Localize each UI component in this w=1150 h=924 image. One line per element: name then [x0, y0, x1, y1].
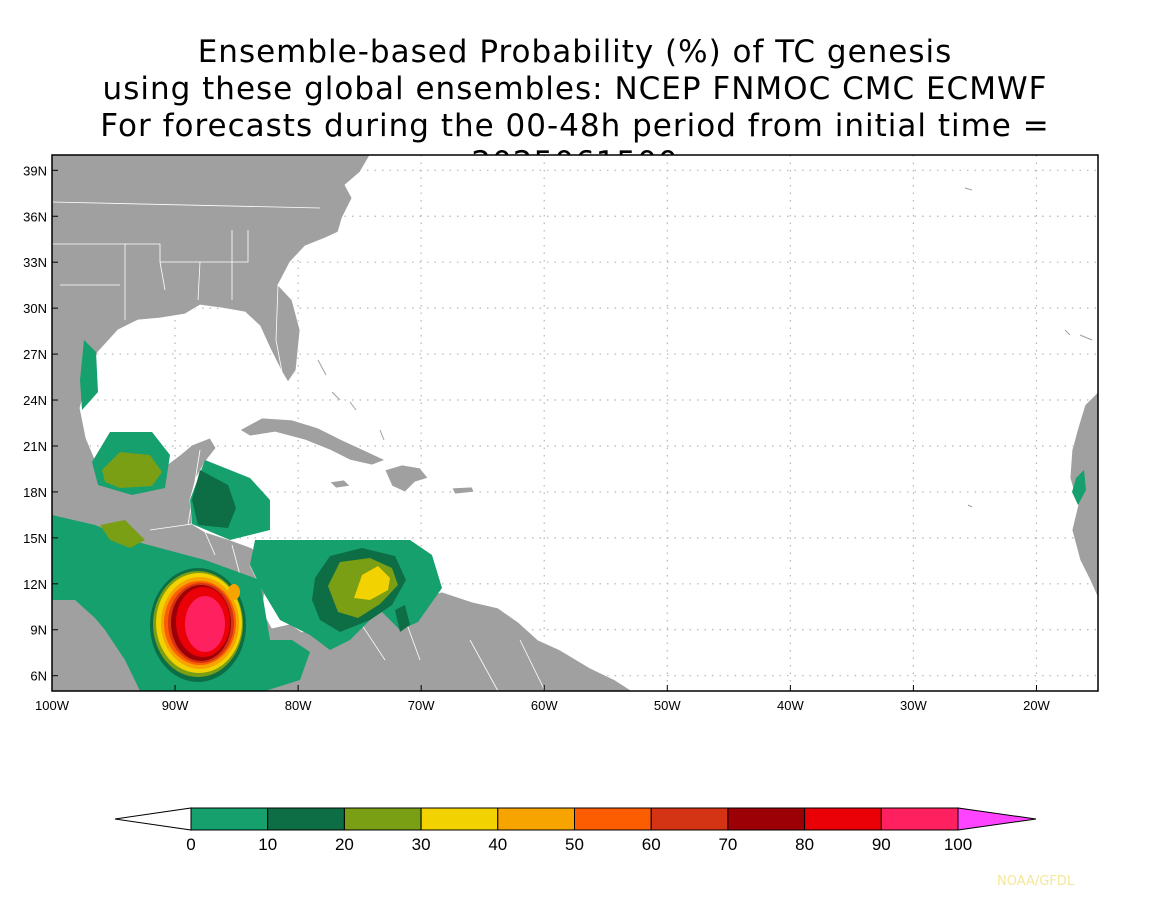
lat-tick-labels: 39N 36N 33N 30N 27N 24N 21N 18N 15N 12N 9N 6N [23, 163, 58, 684]
hispaniola [384, 464, 429, 493]
lon-tick-label: 40W [777, 698, 804, 713]
florida [275, 284, 301, 383]
lon-tick-label: 20W [1023, 698, 1050, 713]
credit-label: NOAA/GFDL [997, 874, 1075, 889]
lat-tick-label: 18N [23, 485, 47, 500]
lat-tick-label: 9N [30, 623, 47, 638]
puerto-rico [451, 486, 475, 495]
colorbar-label: 90 [872, 835, 891, 854]
land [52, 155, 1098, 691]
map-frame [51, 154, 1099, 692]
colorbar-segment [497, 807, 575, 831]
jamaica [329, 479, 351, 489]
lon-tick-label: 30W [900, 698, 927, 713]
probability-contours [52, 340, 1086, 691]
lon-tick-label: 60W [531, 698, 558, 713]
lat-tick-label: 39N [23, 163, 47, 178]
colorbar-segment [343, 807, 422, 831]
colorbar-segment [190, 807, 269, 831]
colorbar-label: 80 [795, 835, 814, 854]
colorbar-segment [267, 807, 345, 831]
lat-tick-label: 33N [23, 255, 47, 270]
lat-tick-label: 12N [23, 577, 47, 592]
colorbar-segment [804, 807, 882, 831]
lat-tick-label: 15N [23, 531, 47, 546]
lat-tick-label: 21N [23, 439, 47, 454]
colorbar-label: 50 [565, 835, 584, 854]
colorbar-label: 30 [412, 835, 431, 854]
title-line-2: using these global ensembles: NCEP FNMOC… [102, 71, 1048, 107]
colorbar-segment [650, 807, 729, 831]
lon-tick-labels: 100W 90W 80W 70W 60W 50W 40W 30W 20W [35, 685, 1051, 713]
colorbar-label: 20 [335, 835, 354, 854]
colorbar-over-arrow [957, 807, 1037, 831]
lon-tick-label: 80W [285, 698, 312, 713]
lat-tick-label: 36N [23, 209, 47, 224]
lat-tick-label: 27N [23, 347, 47, 362]
title-line-1: Ensemble-based Probability (%) of TC gen… [197, 34, 953, 70]
lon-tick-label: 100W [35, 698, 70, 713]
colorbar-label: 0 [186, 835, 195, 854]
colorbar-label: 40 [488, 835, 507, 854]
colorbar-segment [574, 807, 652, 831]
colorbar-label: 100 [944, 835, 972, 854]
colorbar-segment [880, 807, 959, 831]
colorbar-label: 60 [642, 835, 661, 854]
colorbar-segment [727, 807, 806, 831]
cuba [239, 417, 387, 466]
lon-tick-label: 90W [162, 698, 189, 713]
map-panel [52, 155, 1098, 691]
colorbar-label: 70 [718, 835, 737, 854]
islands [317, 187, 1093, 508]
colorbar-under-arrow [114, 807, 192, 831]
lon-tick-label: 50W [654, 698, 681, 713]
lat-tick-label: 6N [30, 669, 47, 684]
lat-tick-label: 24N [23, 393, 47, 408]
lat-tick-label: 30N [23, 301, 47, 316]
colorbar: 0 10 20 30 40 50 60 70 80 90 100 [114, 807, 1037, 854]
colorbar-segment [420, 807, 499, 831]
colorbar-label: 10 [258, 835, 277, 854]
lon-tick-label: 70W [408, 698, 435, 713]
